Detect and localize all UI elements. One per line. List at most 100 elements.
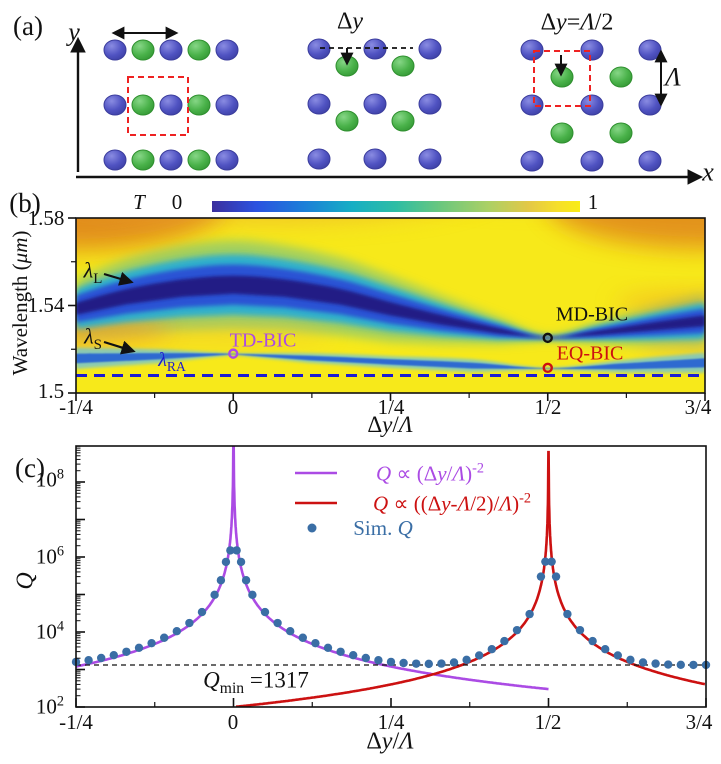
lambda-S-pointer-arrow <box>103 340 136 355</box>
blue-atom-dot <box>103 39 127 61</box>
sim-q-dot <box>134 643 144 653</box>
lambda-L-label: λL <box>83 257 103 287</box>
c-ytick-1e8: 108 <box>35 466 65 492</box>
blue-atom-dot <box>307 148 331 170</box>
sim-q-dot <box>210 590 219 600</box>
sim-q-dot <box>613 651 622 660</box>
sim-q-dot <box>500 636 509 646</box>
blue-atom-dot <box>580 39 604 61</box>
eq-bic-label: EQ-BIC <box>556 342 624 365</box>
md-bic-label: MD-BIC <box>555 303 629 326</box>
c-xlabel: Δy/Λ <box>366 728 414 755</box>
axis-y-label-a: y <box>68 17 80 47</box>
b-xtick-14: 1/4 <box>377 394 405 419</box>
sim-q-dot <box>185 618 194 628</box>
lattice-no-shift <box>103 39 239 171</box>
sim-q-dot <box>122 647 131 656</box>
band-lambda-S <box>76 353 705 370</box>
legend-dot-sim <box>307 523 317 533</box>
blue-atom-dot <box>215 94 239 116</box>
heatmap-orange-glow <box>635 337 705 358</box>
lambda-RA-label: λRA <box>158 348 186 374</box>
b-ytick-158: 1.58 <box>27 205 65 230</box>
sim-q-dot <box>588 636 597 646</box>
blue-atom-dot <box>363 148 387 170</box>
sim-q-dot <box>160 633 169 642</box>
sim-q-dot <box>462 655 471 665</box>
blue-atom-dot <box>159 94 183 116</box>
sim-q-dot <box>601 645 610 654</box>
sim-q-dot <box>689 660 698 670</box>
sim-q-dot <box>551 572 561 581</box>
green-atom-dot <box>609 122 633 144</box>
panel-a-letter: (a) <box>13 10 43 41</box>
colorbar-max: 1 <box>587 189 599 214</box>
sim-q-dot <box>248 590 257 600</box>
sim-q-dot <box>361 653 370 663</box>
sim-q-dot <box>197 607 207 617</box>
b-ytick-15: 1.5 <box>37 378 65 403</box>
b-ytick-154: 1.54 <box>27 292 65 317</box>
sim-q-dot <box>449 658 459 667</box>
unit-cell-right <box>533 50 591 107</box>
td-bic-label: TD-BIC <box>229 329 297 352</box>
blue-atom-dot <box>520 94 544 116</box>
sim-q-points <box>71 546 711 670</box>
green-atom-dot <box>187 39 211 61</box>
transmission-heatmap <box>76 218 705 393</box>
b-xtick-12: 1/2 <box>534 394 562 419</box>
sim-q-dot <box>286 627 295 636</box>
sim-q-dot <box>563 609 572 619</box>
sim-q-dot <box>147 638 156 648</box>
green-atom-dot <box>131 39 155 61</box>
blue-atom-dot <box>159 149 183 171</box>
sim-q-dot <box>109 650 119 660</box>
sim-q-dot <box>273 618 282 628</box>
blue-atom-dot <box>580 94 604 116</box>
colorbar-min: 0 <box>171 189 183 214</box>
blue-atom-dot <box>520 150 544 172</box>
sim-q-dot <box>336 647 345 656</box>
legend-entry-sim: Sim. Q <box>353 515 413 540</box>
sim-q-dot <box>475 651 484 660</box>
legend-entry-td-fit: Q ∝ (Δy/Λ)-2 <box>376 460 484 486</box>
heatmap-orange-glow <box>164 218 378 223</box>
sim-q-dot <box>536 572 546 581</box>
lattice-shift-dy <box>307 38 442 170</box>
green-atom-dot <box>131 94 155 116</box>
sim-q-dot <box>437 659 446 668</box>
sim-q-dot <box>232 546 241 555</box>
blue-atom-dot <box>638 150 662 172</box>
sim-q-dot <box>626 655 635 665</box>
bic-marker-td-bic <box>228 348 239 359</box>
blue-atom-dot <box>103 94 127 116</box>
blue-atom-dot <box>215 39 239 61</box>
sim-q-dot <box>226 546 235 555</box>
c-ytick-1e4: 104 <box>35 618 65 644</box>
green-atom-dot <box>550 122 574 144</box>
blue-atom-dot <box>418 38 442 60</box>
panel-c-letter: (c) <box>15 452 45 483</box>
qmin-annotation: Qmin =1317 <box>203 667 309 698</box>
sim-q-dot <box>374 656 383 665</box>
sim-q-dot <box>525 609 534 619</box>
sim-q-dot <box>97 653 106 663</box>
blue-atom-dot <box>363 93 387 115</box>
sim-q-dot <box>386 657 396 667</box>
green-atom-dot <box>609 66 633 88</box>
sim-q-dot <box>298 633 307 642</box>
c-xtick-m14: -1/4 <box>59 709 93 734</box>
q-axis-label: Q <box>12 572 39 590</box>
blue-atom-dot <box>520 39 544 61</box>
green-atom-dot <box>187 149 211 171</box>
blue-atom-dot <box>418 93 442 115</box>
heatmap-orange-glow <box>76 324 332 343</box>
heatmap-orange-glow <box>556 218 705 249</box>
b-xtick-m14: -1/4 <box>59 394 93 419</box>
sim-q-dot <box>651 659 660 668</box>
c-ytick-1e6: 106 <box>35 543 65 569</box>
band-lambda-L <box>76 275 705 339</box>
blue-atom-dot <box>159 39 183 61</box>
